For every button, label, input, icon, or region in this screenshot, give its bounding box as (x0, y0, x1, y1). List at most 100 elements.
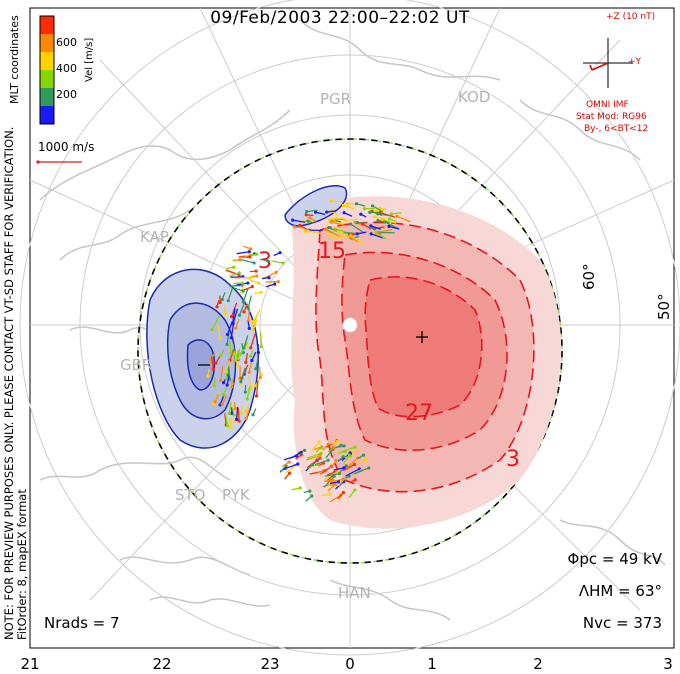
imf-z-label: +Z (10 nT) (606, 12, 656, 22)
velocity-origin (354, 202, 359, 206)
velocity-origin (225, 332, 230, 337)
velocity-vector (356, 458, 367, 465)
velocity-origin (223, 312, 227, 316)
velocity-vector (210, 356, 215, 370)
station-label: PGR (320, 90, 352, 108)
velocity-origin (298, 223, 302, 227)
velocity-scale-label: 1000 m/s (38, 140, 95, 154)
velocity-vector (329, 494, 342, 503)
velocity-origin (225, 342, 229, 347)
velocity-vector (354, 467, 369, 475)
mlt-label: MLT coordinates (8, 15, 21, 104)
velocity-vector (343, 454, 351, 464)
velocity-vector (229, 417, 232, 429)
velocity-origin (235, 357, 240, 361)
velocity-origin (244, 409, 248, 413)
velocity-origin (210, 327, 214, 332)
velocity-origin (324, 227, 328, 232)
velocity-origin (342, 211, 346, 215)
velocity-vector (230, 324, 235, 338)
velocity-vector (324, 472, 340, 477)
velocity-origin (226, 298, 230, 303)
contour-label: 3 (258, 249, 272, 274)
imf-model: Stat Mod: RG96 (576, 112, 647, 122)
velocity-origin (229, 315, 234, 319)
velocity-origin (258, 376, 262, 380)
velocity-vector (283, 463, 298, 470)
velocity-origin (317, 440, 321, 444)
velocity-vector (254, 372, 264, 387)
velocity-vector (342, 463, 355, 472)
velocity-vector (248, 375, 252, 389)
velocity-vector (220, 366, 224, 381)
page-title: 09/Feb/2003 22:00–22:02 UT (210, 8, 470, 28)
velocity-origin (389, 212, 394, 216)
velocity-origin (249, 346, 253, 350)
velocity-vector (343, 204, 355, 210)
x-tick: 3 (663, 655, 673, 673)
velocity-origin (376, 212, 380, 216)
velocity-origin (337, 472, 342, 476)
velocity-origin (225, 377, 229, 381)
velocity-vector (217, 325, 221, 339)
velocity-origin (326, 442, 330, 446)
velocity-origin (255, 274, 259, 278)
velocity-vector (314, 459, 329, 466)
x-tick: 2 (533, 655, 543, 673)
velocity-origin (387, 217, 392, 221)
velocity-origin (345, 202, 350, 206)
velocity-origin (287, 471, 292, 475)
velocity-origin (326, 458, 330, 462)
velocity-origin (276, 279, 280, 284)
velocity-vector (381, 218, 397, 224)
velocity-origin (250, 358, 254, 363)
velocity-origin (219, 378, 223, 383)
velocity-vector (370, 225, 381, 230)
velocity-origin (252, 261, 256, 265)
velocity-vector (391, 212, 402, 215)
velocity-vector (306, 209, 318, 213)
velocity-origin (306, 219, 310, 223)
velocity-origin (374, 231, 378, 235)
velocity-origin (225, 424, 229, 428)
velocity-vector (237, 408, 240, 422)
velocity-origin (318, 456, 322, 460)
velocity-origin (213, 400, 217, 404)
velocity-vector (240, 367, 246, 382)
lat-label: 50° (655, 293, 673, 320)
velocity-vector (345, 218, 359, 222)
velocity-origin (318, 454, 322, 458)
velocity-origin (303, 448, 307, 453)
velocity-vector (346, 457, 359, 469)
velocity-vector (229, 349, 235, 361)
velocity-origin (239, 380, 243, 384)
velocity-origin (234, 417, 239, 421)
velocity-origin (310, 462, 315, 467)
velocity-origin (353, 445, 357, 449)
velocity-origin (342, 466, 346, 470)
velocity-origin (287, 460, 291, 464)
velocity-vector (211, 315, 221, 330)
velocity-vector (377, 229, 393, 233)
velocity-origin (348, 451, 352, 455)
station-label: HAN (338, 584, 371, 602)
velocity-vector (374, 216, 386, 220)
velocity-vector (350, 223, 364, 233)
velocity-vector (372, 205, 384, 213)
velocity-origin (327, 225, 331, 230)
velocity-vector (306, 455, 321, 461)
stat-nrads: Nrads = 7 (44, 614, 120, 632)
velocity-origin (334, 459, 338, 463)
velocity-origin (246, 281, 250, 285)
velocity-origin (254, 367, 258, 371)
velocity-origin (225, 383, 229, 387)
velocity-vector (255, 358, 259, 370)
pole-marker (342, 317, 358, 333)
velocity-origin (241, 300, 245, 304)
velocity-vector (247, 307, 251, 322)
station-label: PYK (222, 486, 250, 504)
velocity-origin (332, 445, 336, 449)
velocity-origin (331, 217, 335, 221)
colorbar-segment (40, 88, 54, 106)
velocity-origin (251, 328, 255, 332)
